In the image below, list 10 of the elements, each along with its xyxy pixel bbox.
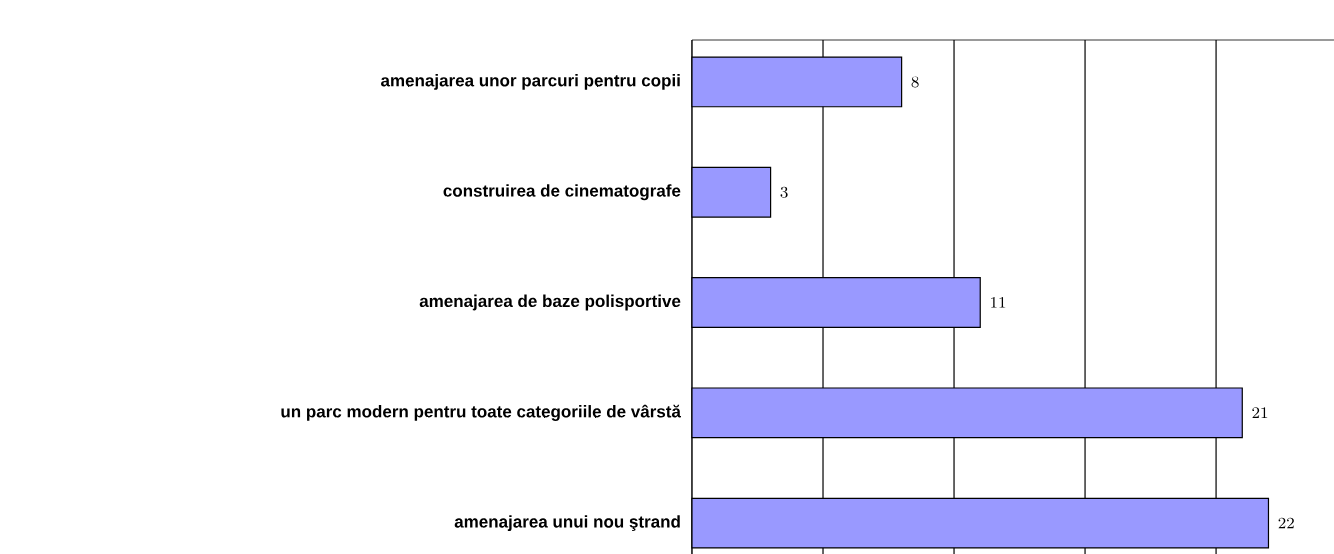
data-label: 21 <box>1252 407 1268 418</box>
y-tick-label: amenajarea unui nou ştrand <box>454 515 680 532</box>
data-label: 3 <box>780 186 788 198</box>
y-tick-label: construirea de cinematografe <box>443 184 681 201</box>
y-tick-label: un parc modern pentru toate categoriile de vârstă <box>281 404 682 421</box>
y-tick-label: amenajarea de baze polisportive <box>419 294 681 311</box>
y-tick-label: amenajarea unor parcuri pentru copii <box>381 73 680 90</box>
data-label: 22 <box>1278 517 1294 529</box>
data-label: 11 <box>991 297 1006 308</box>
data-label: 8 <box>911 76 919 88</box>
